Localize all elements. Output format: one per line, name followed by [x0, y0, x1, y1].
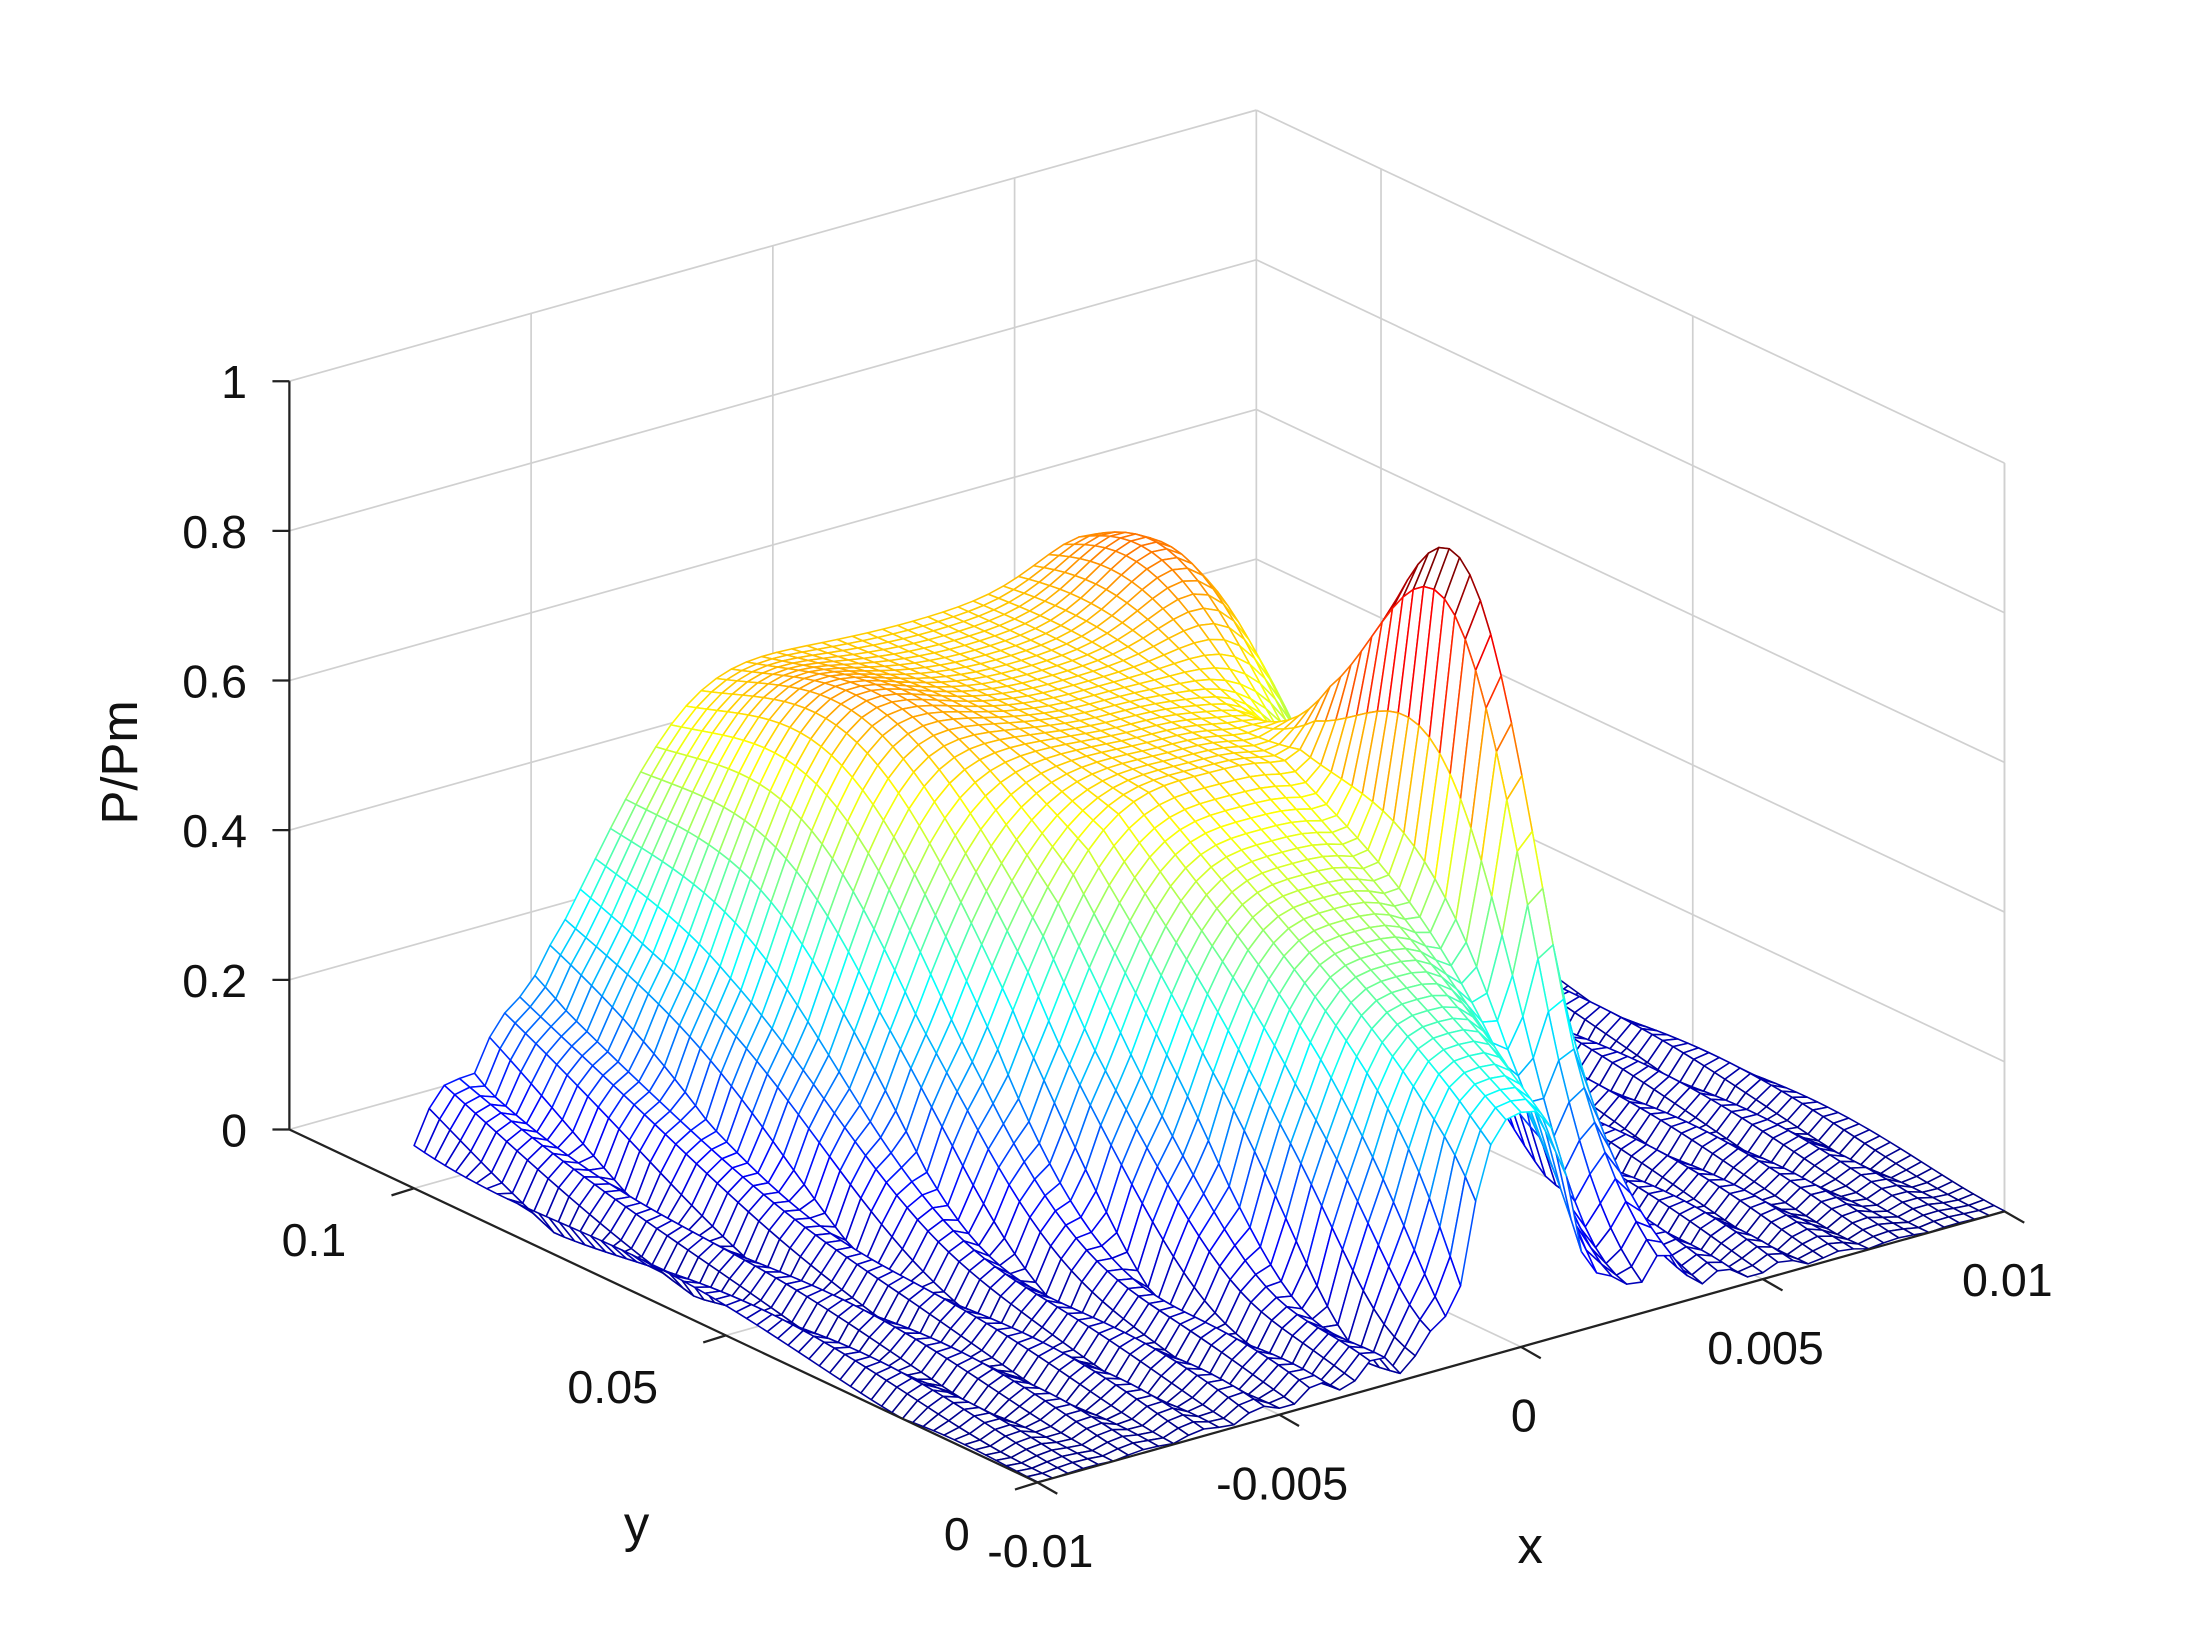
y-tick-label: 0.1 [282, 1214, 347, 1266]
z-tick-label: 1 [221, 356, 247, 408]
x-tick-label: -0.005 [1216, 1457, 1348, 1509]
y-tick [1014, 1481, 1038, 1491]
x-tick [1036, 1481, 1058, 1495]
z-axis-label: P/Pm [91, 700, 148, 824]
x-tick [1762, 1278, 1784, 1292]
y-tick-label: 0 [944, 1508, 970, 1560]
z-tick-label: 0.4 [182, 805, 247, 857]
z-tick-label: 0.2 [182, 955, 247, 1007]
mesh-surface [413, 531, 2006, 1483]
z-tick-label: 0.6 [182, 655, 247, 707]
x-tick [1520, 1345, 1542, 1360]
y-tick [702, 1334, 727, 1344]
tick-labels: 0 0.2 0.4 0.6 0.8 1 0 0.05 0.1 -0.01 -0.005 0 0.005 0… [182, 356, 2052, 1577]
side-wall-gridline-z [1255, 408, 2005, 764]
y-axis-label: y [624, 1496, 650, 1553]
back-wall-gridline-z [289, 258, 1257, 532]
x-tick-label: 0.01 [1962, 1254, 2053, 1306]
x-tick-label: 0.005 [1707, 1322, 1824, 1374]
x-axis-label: x [1517, 1517, 1542, 1574]
y-tick-label: 0.05 [567, 1361, 658, 1413]
x-tick-label: 0 [1511, 1390, 1537, 1442]
back-wall-gridline-z [289, 408, 1257, 682]
x-tick [2003, 1210, 2025, 1224]
side-wall-gridline-z [1255, 109, 2005, 464]
z-tick-label: 0.8 [182, 506, 247, 558]
side-wall-gridline-z [1255, 259, 2005, 614]
back-wall-gridline-z [289, 109, 1257, 383]
axes [272, 380, 2025, 1495]
side-wall-gridline-z [1255, 558, 2005, 913]
x-tick [1278, 1413, 1300, 1427]
y-tick [391, 1187, 415, 1197]
z-tick-label: 0 [221, 1104, 247, 1156]
x-tick-label: -0.01 [987, 1525, 1093, 1577]
